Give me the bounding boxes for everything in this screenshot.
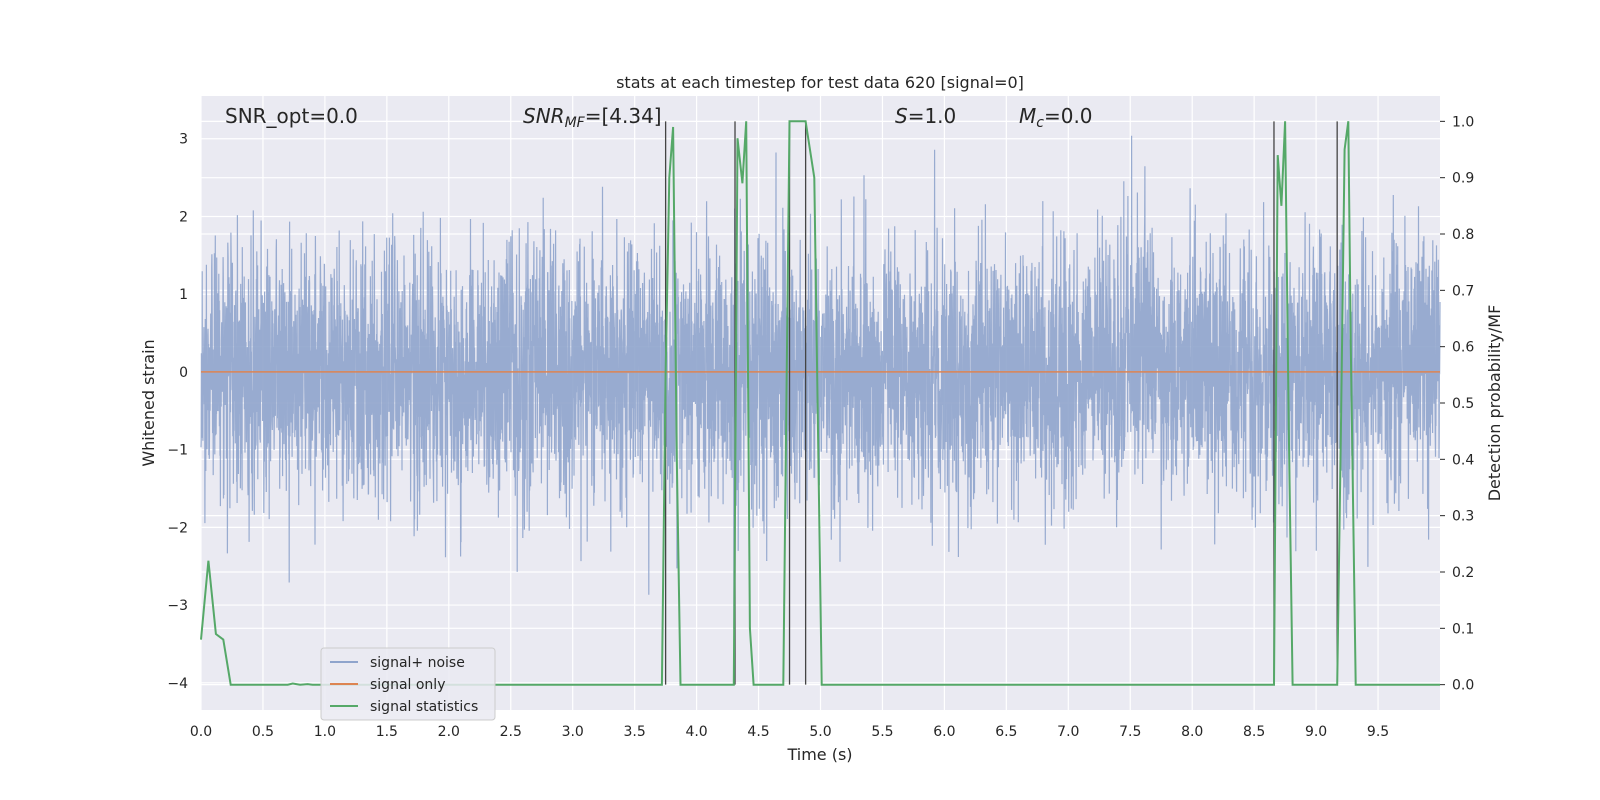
left-y-axis-ticks: 3 2 1 0 −1 −2 −3 −4 [167,132,188,692]
chart-title: stats at each timestep for test data 620… [616,73,1024,92]
annotation-s-var: S [895,104,908,128]
right-y-tick-label: 0.9 [1452,171,1474,187]
annotation-snr-opt: SNR_opt=0.0 [225,104,358,128]
left-y-tick-label: 0 [179,365,188,381]
left-y-tick-label: 1 [179,287,188,303]
x-tick-label: 5.0 [809,724,831,740]
x-tick-label: 8.0 [1181,724,1203,740]
x-tick-label: 4.5 [747,724,769,740]
x-tick-label: 6.5 [995,724,1017,740]
legend-label-signal-only: signal only [370,677,445,693]
right-y-tick-label: 0.8 [1452,227,1474,243]
left-y-tick-label: −2 [167,520,188,536]
x-tick-label: 1.5 [376,724,398,740]
x-tick-label: 5.5 [871,724,893,740]
right-y-axis-label: Detection probability/MF [1485,305,1504,502]
left-y-tick-label: −4 [167,676,188,692]
x-tick-label: 3.0 [562,724,584,740]
annotation-snr-mf-sub: MF [565,115,586,131]
x-tick-label: 7.5 [1119,724,1141,740]
x-tick-label: 9.0 [1305,724,1327,740]
annotation-snr-mf-val: =[4.34] [585,104,662,128]
annotation-snr-mf-var: SNR [523,104,565,128]
right-y-tick-label: 0.1 [1452,621,1474,637]
x-tick-label: 8.5 [1243,724,1265,740]
right-y-tick-label: 0.0 [1452,678,1474,694]
left-y-tick-label: −1 [167,443,188,459]
x-tick-label: 4.0 [685,724,707,740]
annotation-snr-mf: SNRMF=[4.34] [523,104,662,131]
x-tick-label: 1.0 [314,724,336,740]
series-signal-plus-noise [200,135,1441,629]
legend-label-signal-statistics: signal statistics [370,699,478,715]
right-y-axis-ticks: 1.0 0.9 0.8 0.7 0.6 0.5 0.4 0.3 0.2 0.1 0.0 [1440,114,1474,694]
right-y-tick-label: 0.6 [1452,340,1474,356]
right-y-tick-label: 0.7 [1452,283,1474,299]
legend-label-signal-plus-noise: signal+ noise [370,655,465,671]
annotation-mc-sub: c [1036,115,1044,131]
annotation-mc: Mc=0.0 [1019,104,1093,131]
x-tick-label: 7.0 [1057,724,1079,740]
x-axis-label: Time (s) [786,745,852,764]
series-signal-statistics [200,120,1440,686]
x-tick-label: 6.0 [933,724,955,740]
x-tick-label: 0.0 [190,724,212,740]
x-tick-label: 3.5 [624,724,646,740]
right-y-tick-label: 0.4 [1452,452,1474,468]
left-y-tick-label: 3 [179,132,188,148]
annotation-s: S=1.0 [895,104,956,128]
right-y-tick-label: 0.5 [1452,396,1474,412]
right-y-tick-label: 0.3 [1452,509,1474,525]
annotation-mc-var: M [1019,104,1036,128]
x-tick-label: 2.0 [438,724,460,740]
annotation-s-val: =1.0 [908,104,957,128]
x-tick-label: 0.5 [252,724,274,740]
x-axis-ticks: 0.0 0.5 1.0 1.5 2.0 2.5 3.0 3.5 4.0 4.5 5.0 5.5 6.0 6… [190,724,1389,740]
right-y-tick-label: 0.2 [1452,565,1474,581]
legend: signal+ noise signal only signal statist… [320,647,496,721]
legend-box [320,647,496,721]
x-tick-label: 2.5 [500,724,522,740]
left-y-tick-label: −3 [167,598,188,614]
x-tick-label: 9.5 [1367,724,1389,740]
left-y-axis-label: Whitened strain [139,339,158,466]
annotation-mc-val: =0.0 [1044,104,1093,128]
signal-plus-noise-line [200,135,1441,629]
signal-statistics-line [200,120,1440,686]
left-y-tick-label: 2 [179,209,188,225]
right-y-tick-label: 1.0 [1452,114,1474,130]
